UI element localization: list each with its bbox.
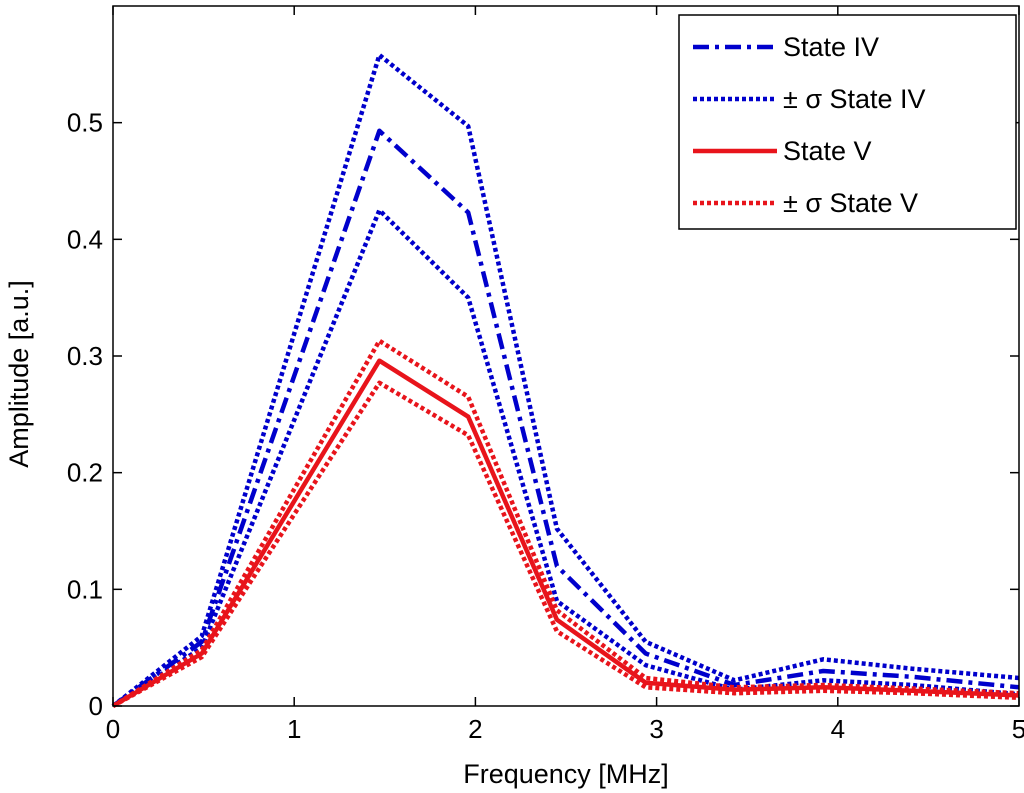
legend: State IV ± σ State IV State V ± σ State V <box>678 14 1017 230</box>
x-tick-label: 4 <box>831 714 845 744</box>
y-tick-label: 0.3 <box>67 341 103 371</box>
y-tick-label: 0.1 <box>67 574 103 604</box>
y-tick-label: 0.2 <box>67 458 103 488</box>
series-line-4 <box>111 338 1020 708</box>
x-tick-label: 0 <box>106 714 120 744</box>
legend-box <box>678 14 1017 230</box>
y-tick-label: 0.4 <box>67 224 103 254</box>
y-tick-label: 0 <box>89 691 103 721</box>
x-tick-label: 3 <box>649 714 663 744</box>
series-line-2 <box>111 207 1020 708</box>
series-line-5 <box>111 380 1020 708</box>
series-line-1 <box>111 52 1020 708</box>
x-tick-label: 2 <box>468 714 482 744</box>
x-tick-label: 1 <box>287 714 301 744</box>
x-tick-label: 5 <box>1012 714 1024 744</box>
x-axis-label: Frequency [MHz] <box>463 759 669 789</box>
y-axis-label: Amplitude [a.u.] <box>4 280 34 468</box>
plot-area <box>111 52 1020 708</box>
legend-label: State IV <box>783 32 879 62</box>
axes: 0 1 2 3 4 5 0 0.1 0.2 0.3 0.4 0.5 <box>67 5 1024 744</box>
y-tick-label: 0.5 <box>67 108 103 138</box>
series-line-3 <box>111 358 1020 708</box>
legend-label: ± σ State IV <box>783 84 926 114</box>
legend-label: State V <box>783 136 872 166</box>
series-line-0 <box>111 128 1020 708</box>
legend-label: ± σ State V <box>783 188 918 218</box>
